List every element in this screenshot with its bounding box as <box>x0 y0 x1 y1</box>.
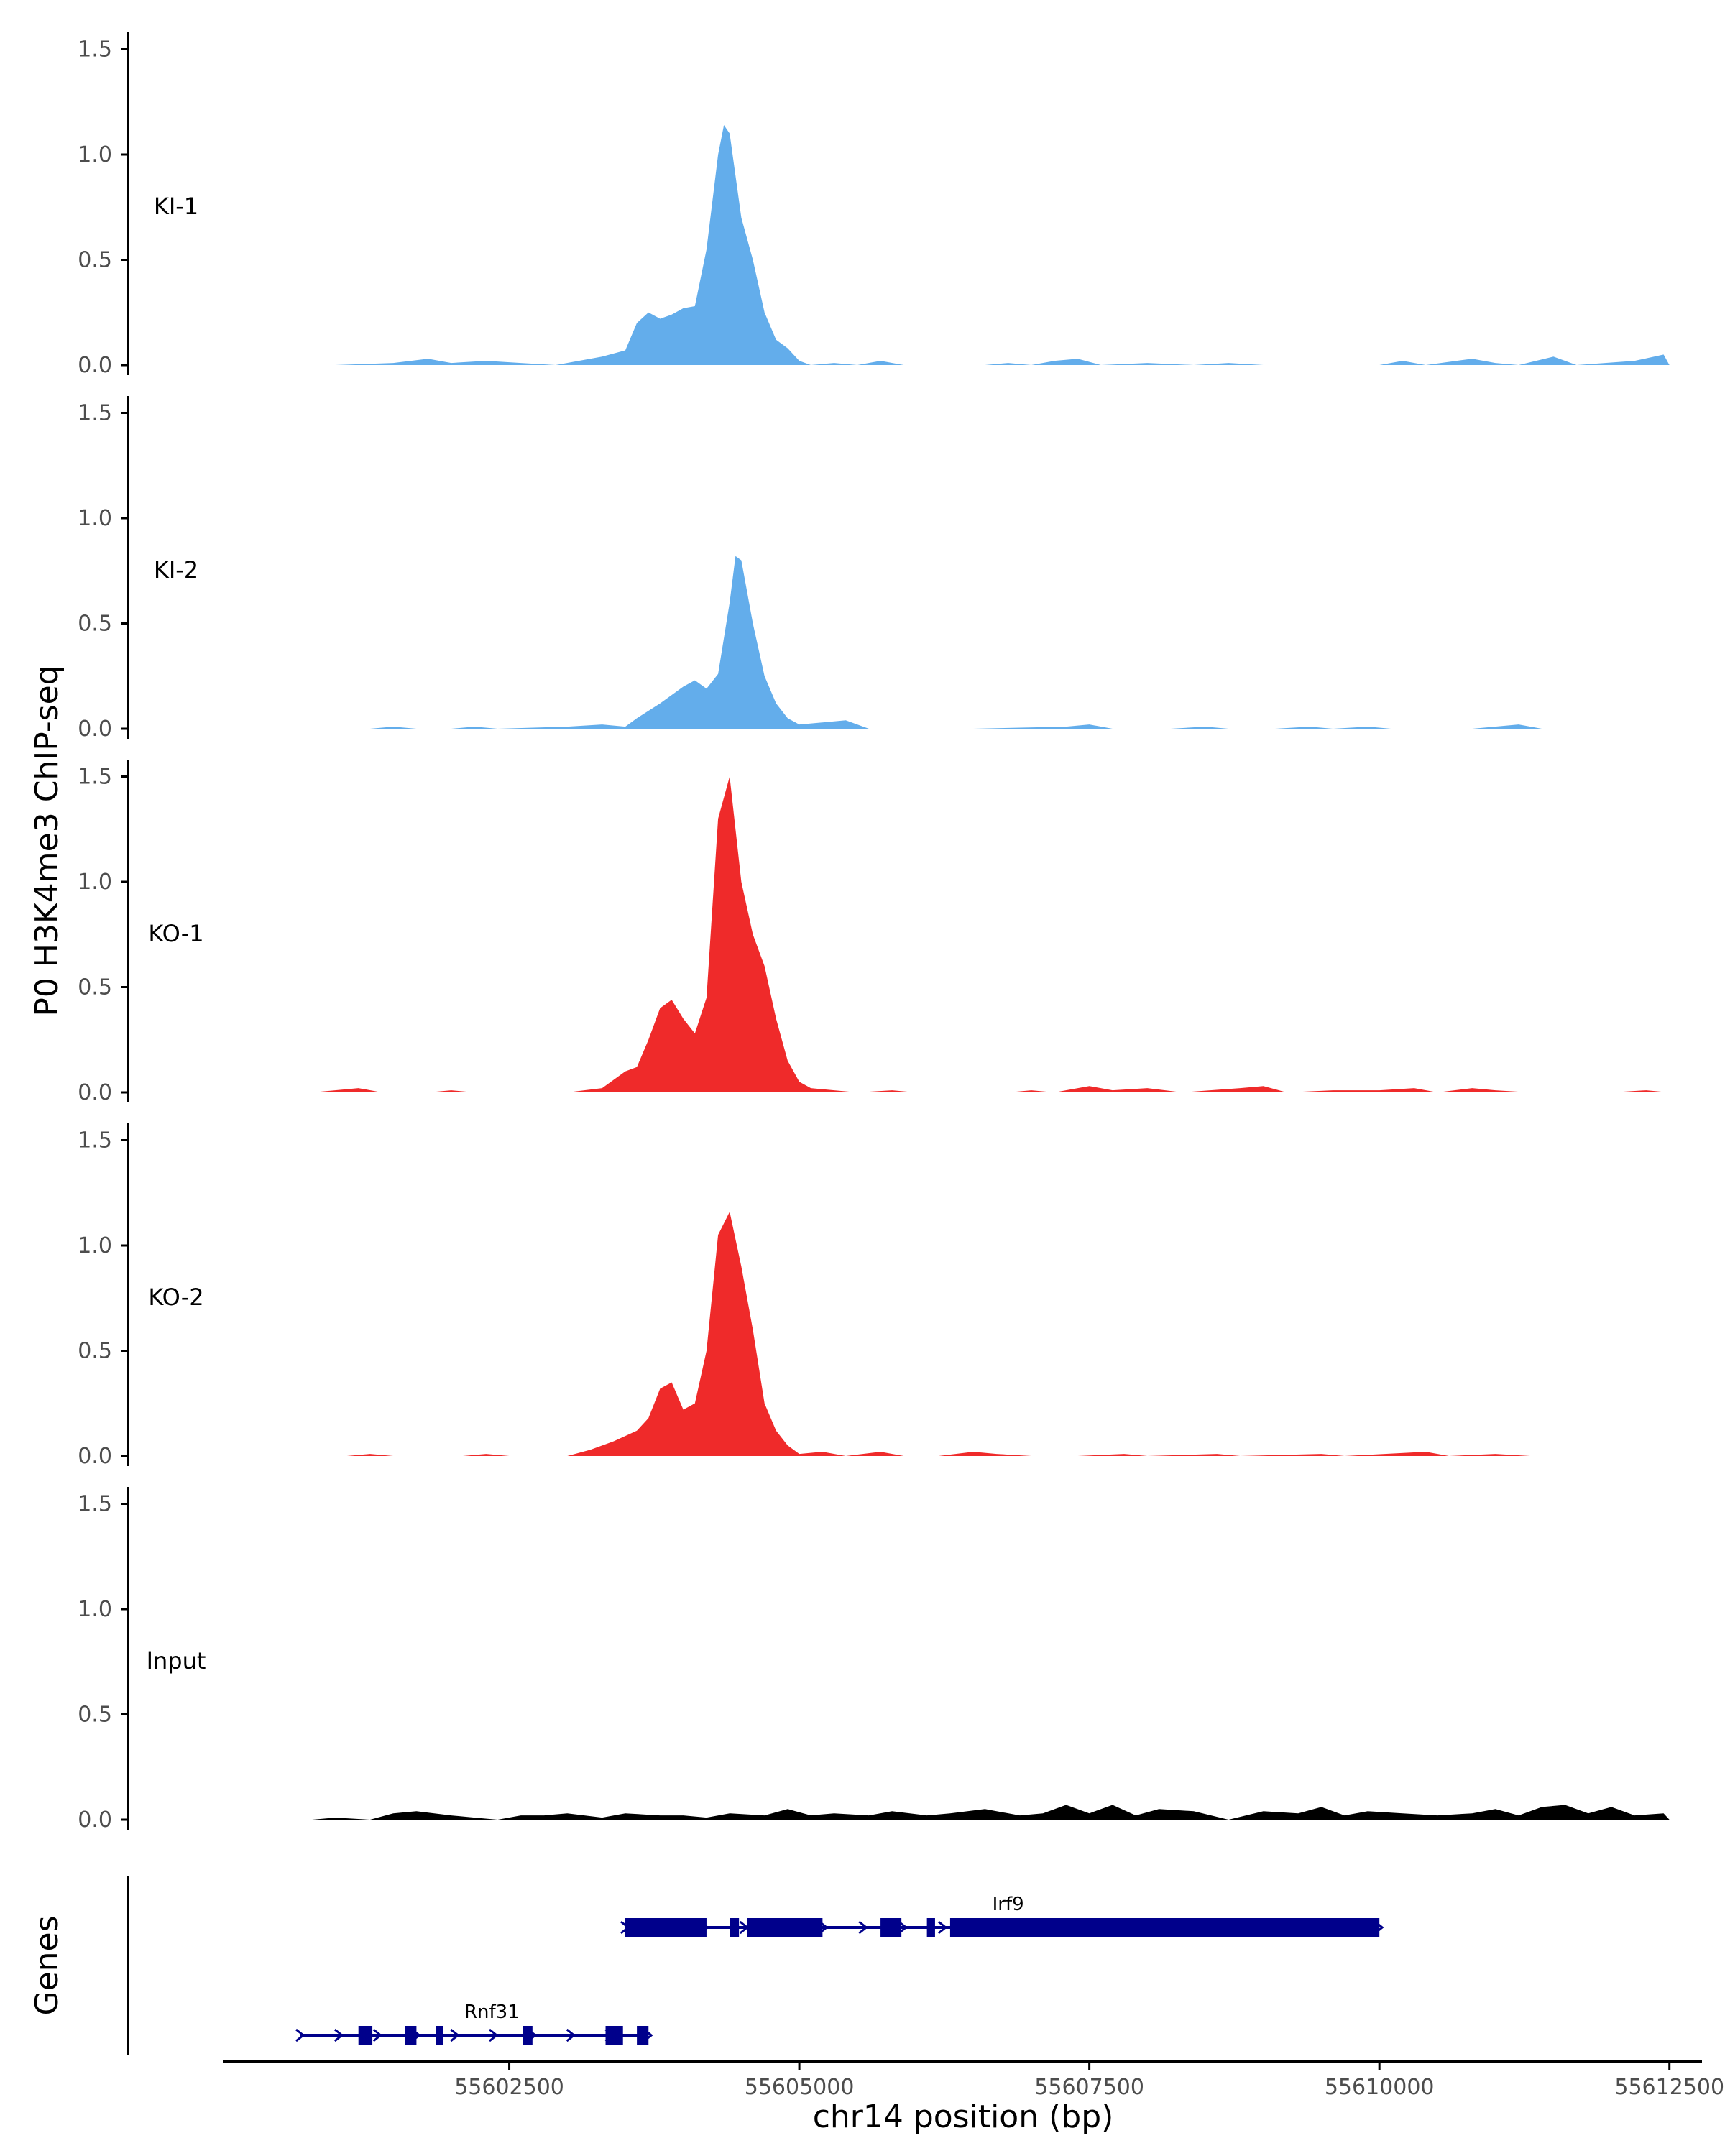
y-tick-label: 1.5 <box>78 401 112 426</box>
signal-area-ko-1 <box>312 776 1670 1092</box>
y-tick-label: 0.0 <box>78 717 112 742</box>
signal-area-input <box>312 1805 1670 1820</box>
gene-exon <box>730 1918 740 1937</box>
x-tick-label: 55605000 <box>745 2075 855 2100</box>
strand-arrow <box>295 2028 305 2042</box>
track-label: KO-2 <box>148 1284 203 1311</box>
y-tick-label: 0.0 <box>78 353 112 378</box>
track-input: 0.0 0.5 1.0 1.5 Input <box>78 1487 1670 1833</box>
gene-irf9: Irf9 <box>620 1894 1384 1937</box>
strand-arrow <box>489 2028 499 2042</box>
y-tick-label: 0.5 <box>78 248 112 273</box>
chip-seq-tracks: 0.0 0.5 1.0 1.5 KI-1 0.0 0.5 1.0 1.5 KI-2 0.0 0.5 1.… <box>78 32 1670 1833</box>
y-tick-label: 1.0 <box>78 142 112 167</box>
y-tick-label: 1.5 <box>78 1128 112 1153</box>
gene-label: Irf9 <box>993 1894 1024 1915</box>
y-tick-label: 1.5 <box>78 37 112 63</box>
y-tick-label: 0.0 <box>78 1444 112 1469</box>
track-label: KI-1 <box>154 193 198 220</box>
track-ko-1: 0.0 0.5 1.0 1.5 KO-1 <box>78 760 1670 1105</box>
track-label: KO-1 <box>148 920 203 947</box>
x-axis-title: chr14 position (bp) <box>813 2099 1114 2135</box>
gene-exon <box>605 2026 623 2045</box>
strand-arrow <box>372 2028 383 2042</box>
gene-exon <box>405 2026 417 2045</box>
signal-area-ko-2 <box>312 1212 1658 1456</box>
x-tick-label: 55610000 <box>1325 2075 1435 2100</box>
track-ki-1: 0.0 0.5 1.0 1.5 KI-1 <box>78 32 1670 378</box>
x-tick-label: 55602500 <box>454 2075 564 2100</box>
y-tick-label: 0.5 <box>78 1703 112 1728</box>
gene-label: Rnf31 <box>464 2001 520 2023</box>
signal-area-ki-1 <box>335 125 1670 365</box>
y-tick-label: 0.5 <box>78 1339 112 1364</box>
track-label: Input <box>147 1647 206 1674</box>
gene-exon <box>949 1918 1380 1937</box>
genes-axis-title: Genes <box>29 1915 65 2015</box>
track-ki-2: 0.0 0.5 1.0 1.5 KI-2 <box>78 396 1658 742</box>
y-tick-label: 0.5 <box>78 975 112 1000</box>
gene-exon <box>358 2026 373 2045</box>
gene-rnf31: Rnf31 <box>295 2001 653 2045</box>
x-tick-label: 55607500 <box>1034 2075 1144 2100</box>
track-label: KI-2 <box>154 556 198 584</box>
x-axis: 55602500 55605000 55607500 55610000 55612500 <box>223 2060 1724 2100</box>
strand-arrow <box>450 2028 460 2042</box>
y-tick-label: 1.0 <box>78 1597 112 1622</box>
gene-exon <box>880 1918 902 1937</box>
strand-arrow <box>566 2028 576 2042</box>
y-tick-label: 1.5 <box>78 765 112 790</box>
gene-exon <box>625 1918 707 1937</box>
y-axis-title: P0 H3K4me3 ChIP-seq <box>29 665 65 1016</box>
y-tick-label: 0.0 <box>78 1080 112 1105</box>
gene-exon <box>523 2026 533 2045</box>
signal-area-ki-2 <box>369 556 1658 729</box>
y-tick-label: 1.5 <box>78 1492 112 1517</box>
gene-exon <box>436 2026 443 2045</box>
strand-arrow <box>858 1920 868 1935</box>
x-tick-label: 55612500 <box>1614 2075 1724 2100</box>
gene-exon <box>637 2026 649 2045</box>
gene-annotation-panel: Irf9 Rnf31 <box>126 1876 1384 2055</box>
y-tick-label: 1.0 <box>78 506 112 531</box>
gene-exon <box>747 1918 823 1937</box>
track-ko-2: 0.0 0.5 1.0 1.5 KO-2 <box>78 1123 1658 1469</box>
y-tick-label: 1.0 <box>78 1233 112 1258</box>
strand-arrow <box>937 1920 948 1935</box>
y-tick-label: 0.0 <box>78 1807 112 1833</box>
y-tick-label: 0.5 <box>78 612 112 637</box>
gene-exon <box>926 1918 935 1937</box>
strand-arrow <box>334 2028 344 2042</box>
y-tick-label: 1.0 <box>78 870 112 895</box>
